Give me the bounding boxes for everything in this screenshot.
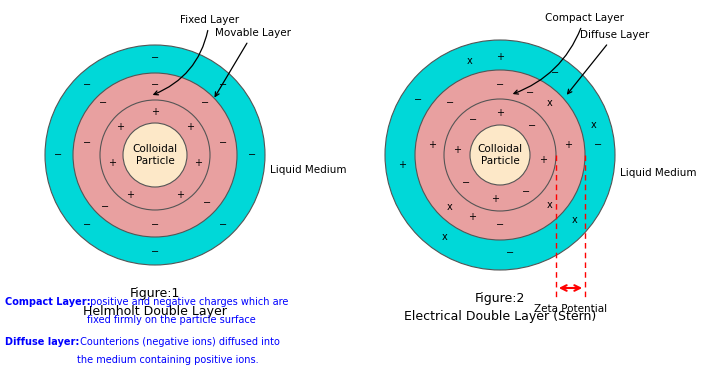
Text: −: − xyxy=(496,220,504,230)
Text: −: − xyxy=(201,98,209,108)
Circle shape xyxy=(100,100,210,210)
Text: −: − xyxy=(219,80,227,90)
Text: Fixed Layer: Fixed Layer xyxy=(154,15,239,95)
Text: −: − xyxy=(414,95,422,105)
Text: positive and negative charges which are: positive and negative charges which are xyxy=(87,297,288,307)
Text: −: − xyxy=(248,150,256,160)
Text: −: − xyxy=(219,220,227,230)
Text: +: + xyxy=(398,160,406,170)
Text: Colloidal
Particle: Colloidal Particle xyxy=(133,144,178,166)
Text: +: + xyxy=(126,190,134,200)
Text: −: − xyxy=(506,248,514,258)
Text: x: x xyxy=(547,200,553,210)
Circle shape xyxy=(444,99,556,211)
Text: Colloidal
Particle: Colloidal Particle xyxy=(477,144,522,166)
Text: −: − xyxy=(526,88,534,98)
Text: Diffuse layer:: Diffuse layer: xyxy=(5,337,80,347)
Text: −: − xyxy=(54,150,62,160)
Text: Electrical Double Layer (Stern): Electrical Double Layer (Stern) xyxy=(404,310,596,323)
Text: −: − xyxy=(469,115,477,125)
Text: −: − xyxy=(151,247,159,257)
Text: −: − xyxy=(83,220,91,230)
Text: +: + xyxy=(564,140,572,150)
Text: −: − xyxy=(83,138,91,148)
Text: Compact Layer: Compact Layer xyxy=(514,13,624,94)
Text: x: x xyxy=(572,215,578,225)
Text: −: − xyxy=(496,80,504,90)
Text: +: + xyxy=(428,140,436,150)
Text: +: + xyxy=(151,107,159,117)
Text: −: − xyxy=(99,98,107,108)
Text: +: + xyxy=(496,108,504,118)
Circle shape xyxy=(73,73,237,237)
Text: −: − xyxy=(151,53,159,63)
Text: Liquid Medium: Liquid Medium xyxy=(620,168,697,178)
Text: +: + xyxy=(453,145,461,155)
Text: −: − xyxy=(594,140,602,150)
Text: the medium containing positive ions.: the medium containing positive ions. xyxy=(77,355,259,365)
Text: +: + xyxy=(539,155,547,165)
Text: −: − xyxy=(151,220,159,230)
Text: Liquid Medium: Liquid Medium xyxy=(270,165,346,175)
Text: +: + xyxy=(108,158,116,168)
Circle shape xyxy=(123,123,187,187)
Text: +: + xyxy=(186,122,194,132)
Text: −: − xyxy=(522,187,530,197)
Text: +: + xyxy=(468,212,476,222)
Text: x: x xyxy=(442,232,448,242)
Text: −: − xyxy=(203,198,211,208)
Text: +: + xyxy=(496,52,504,62)
Text: −: − xyxy=(219,138,227,148)
Text: Compact Layer:: Compact Layer: xyxy=(5,297,91,307)
Text: x: x xyxy=(447,202,453,212)
Text: +: + xyxy=(116,122,124,132)
Text: −: − xyxy=(151,80,159,90)
Text: Counterions (negative ions) diffused into: Counterions (negative ions) diffused int… xyxy=(77,337,280,347)
Circle shape xyxy=(385,40,615,270)
Circle shape xyxy=(45,45,265,265)
Text: x: x xyxy=(591,120,597,130)
Text: Figure:1: Figure:1 xyxy=(130,287,180,300)
Text: Diffuse Layer: Diffuse Layer xyxy=(568,30,649,94)
Circle shape xyxy=(470,125,530,185)
Text: −: − xyxy=(551,68,559,78)
Text: +: + xyxy=(194,158,202,168)
Text: −: − xyxy=(462,178,470,188)
Circle shape xyxy=(415,70,585,240)
Text: −: − xyxy=(446,98,454,108)
Text: x: x xyxy=(547,98,553,108)
Text: fixed firmly on the particle surface: fixed firmly on the particle surface xyxy=(87,315,256,325)
Text: +: + xyxy=(176,190,184,200)
Text: −: − xyxy=(83,80,91,90)
Text: Figure:2: Figure:2 xyxy=(474,292,525,305)
Text: Movable Layer: Movable Layer xyxy=(215,28,291,96)
Text: +: + xyxy=(491,194,499,204)
Text: x: x xyxy=(467,56,473,66)
Text: Helmholt Double Layer: Helmholt Double Layer xyxy=(83,305,227,318)
Text: −: − xyxy=(528,121,536,131)
Text: −: − xyxy=(101,202,109,212)
Text: Zeta Potential: Zeta Potential xyxy=(534,304,607,314)
